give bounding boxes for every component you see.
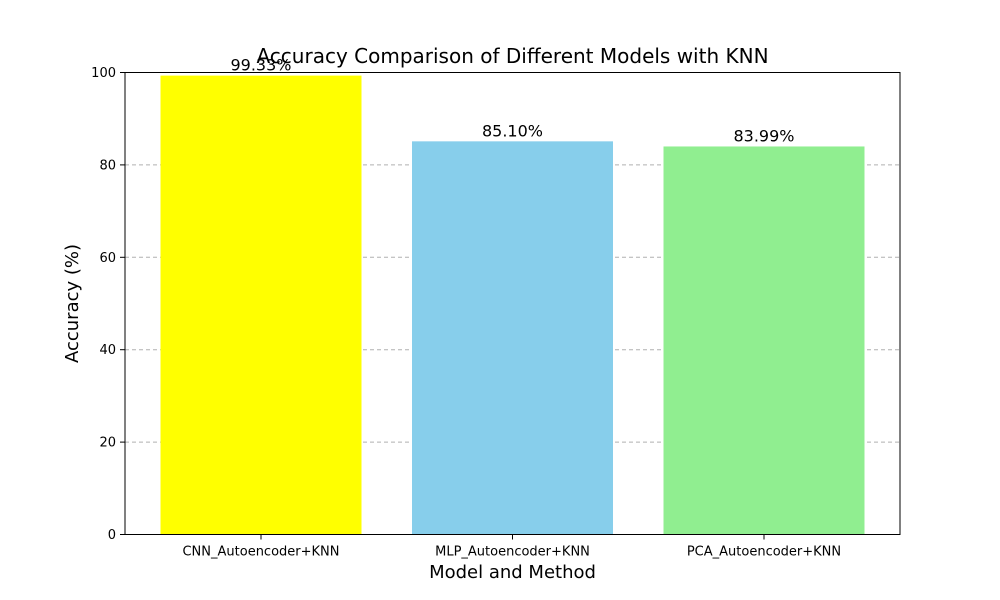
x-tick-label: MLP_Autoencoder+KNN <box>435 545 590 560</box>
y-axis-label: Accuracy (%) <box>62 244 83 363</box>
y-tick-label: 60 <box>99 251 116 266</box>
data-labels: 99.33% 85.10% 83.99% <box>230 56 794 146</box>
y-tick-label: 20 <box>99 436 116 451</box>
bar <box>663 146 865 535</box>
y-axis-ticks: 0 20 40 60 80 100 <box>91 66 125 543</box>
y-tick-label: 40 <box>99 343 116 358</box>
bar <box>412 141 613 535</box>
chart-title: Accuracy Comparison of Different Models … <box>256 44 768 68</box>
bar-value-label: 85.10% <box>482 121 543 140</box>
x-axis-ticks: CNN_Autoencoder+KNN MLP_Autoencoder+KNN PC… <box>182 534 841 560</box>
x-tick-label: CNN_Autoencoder+KNN <box>182 545 339 560</box>
bar-value-label: 99.33% <box>230 56 291 75</box>
y-tick-label: 0 <box>108 528 116 543</box>
y-tick-label: 80 <box>99 158 116 173</box>
bar-value-label: 83.99% <box>733 126 794 145</box>
bars <box>160 75 865 535</box>
x-tick-label: PCA_Autoencoder+KNN <box>687 545 841 560</box>
x-axis-label: Model and Method <box>429 562 596 583</box>
y-tick-label: 100 <box>91 66 116 81</box>
bar <box>160 75 362 535</box>
